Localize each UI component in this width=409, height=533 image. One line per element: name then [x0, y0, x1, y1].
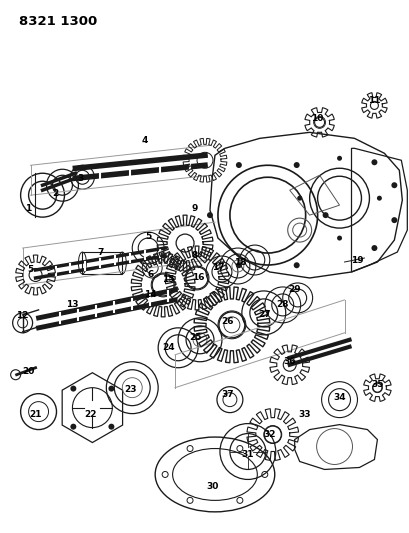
Text: 35: 35 — [370, 380, 383, 389]
Circle shape — [108, 424, 114, 430]
Text: 5: 5 — [145, 231, 151, 240]
Text: 26: 26 — [221, 317, 234, 326]
Circle shape — [108, 385, 114, 392]
Text: 24: 24 — [162, 343, 174, 352]
Circle shape — [376, 196, 381, 200]
Text: 12: 12 — [16, 311, 29, 320]
Circle shape — [70, 385, 76, 392]
Circle shape — [391, 217, 396, 223]
Circle shape — [235, 162, 241, 168]
Text: 1: 1 — [25, 204, 31, 213]
Text: 21: 21 — [29, 410, 42, 419]
Text: 19: 19 — [351, 255, 363, 264]
Bar — [82, 252, 122, 274]
Text: 33: 33 — [298, 410, 310, 419]
Text: 2: 2 — [52, 189, 58, 198]
Circle shape — [371, 245, 377, 251]
Circle shape — [293, 262, 299, 268]
Circle shape — [293, 162, 299, 168]
Text: 25: 25 — [188, 333, 201, 342]
Circle shape — [207, 212, 212, 218]
Text: 23: 23 — [124, 385, 136, 394]
Text: 8321 1300: 8321 1300 — [18, 15, 97, 28]
Text: 32: 32 — [263, 430, 275, 439]
Text: 3: 3 — [77, 174, 83, 183]
Circle shape — [322, 212, 328, 218]
Circle shape — [297, 196, 301, 200]
Circle shape — [336, 236, 341, 240]
Circle shape — [391, 182, 396, 188]
Text: 22: 22 — [84, 410, 97, 419]
Text: 6: 6 — [147, 270, 153, 279]
Text: 15: 15 — [162, 276, 174, 285]
Text: 36: 36 — [283, 357, 295, 366]
Text: 16: 16 — [191, 273, 204, 282]
Circle shape — [70, 424, 76, 430]
Circle shape — [336, 156, 341, 161]
Text: 17: 17 — [211, 263, 224, 272]
Text: 7: 7 — [97, 247, 103, 256]
Circle shape — [235, 262, 241, 268]
Text: 10: 10 — [311, 114, 323, 123]
Text: 29: 29 — [288, 286, 300, 294]
Text: 14: 14 — [144, 290, 156, 300]
Text: 31: 31 — [241, 450, 254, 459]
Text: 30: 30 — [206, 482, 219, 491]
Text: 20: 20 — [22, 367, 35, 376]
Text: 8: 8 — [191, 251, 198, 260]
Text: 11: 11 — [367, 96, 380, 105]
Text: 34: 34 — [333, 393, 345, 402]
Circle shape — [371, 159, 377, 165]
Text: 28: 28 — [276, 301, 288, 309]
Text: 4: 4 — [142, 136, 148, 145]
Text: 37: 37 — [221, 390, 234, 399]
Text: 27: 27 — [258, 310, 270, 319]
Text: 5: 5 — [27, 265, 34, 274]
Text: 9: 9 — [191, 204, 198, 213]
Text: 13: 13 — [66, 301, 79, 309]
Text: 18: 18 — [233, 257, 245, 266]
